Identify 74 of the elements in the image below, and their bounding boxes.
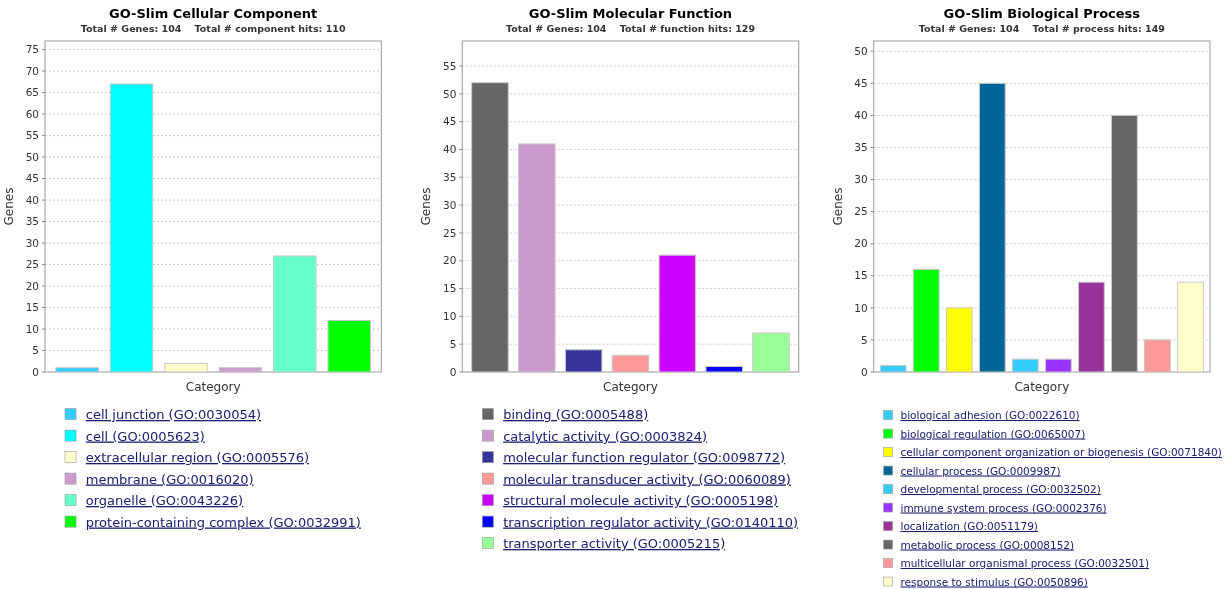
legend-label: molecular function regulator (GO:0098772) [503, 450, 786, 465]
y-tick-label: 55 [25, 129, 39, 142]
legend-label: metabolic process (GO:0008152) [900, 538, 1075, 551]
legend-label: immune system process (GO:0002376) [900, 501, 1107, 514]
legend-label: catalytic activity (GO:0003824) [503, 428, 708, 444]
y-tick-label: 50 [25, 150, 39, 163]
x-axis-title: Category [603, 380, 658, 394]
y-tick-label: 10 [442, 310, 457, 323]
legend-label: organelle (GO:0043226) [85, 493, 244, 508]
legend-label: localization (GO:0051179) [900, 520, 1038, 532]
y-tick-label: 20 [442, 254, 457, 267]
legend-label: cell (GO:0005623) [85, 428, 205, 444]
y-tick-label: 75 [25, 43, 39, 56]
y-tick-label: 15 [442, 282, 457, 295]
legend-label: protein-containing complex (GO:0032991) [85, 514, 361, 530]
y-tick-label: 40 [25, 193, 39, 206]
y-tick-label: 25 [442, 226, 457, 239]
y-axis-title: Genes [830, 187, 845, 226]
y-tick-label: 55 [442, 59, 457, 72]
y-tick-label: 10 [25, 322, 39, 335]
x-axis-title: Category [1014, 380, 1070, 394]
y-tick-label: 50 [854, 44, 868, 57]
y-tick-label: 5 [449, 337, 457, 350]
legend-label: molecular transducer activity (GO:0060089) [503, 471, 791, 487]
y-tick-label: 5 [860, 333, 868, 346]
y-tick-label: 40 [854, 109, 868, 122]
legend-label: multicellular organismal process (GO:0032501) [900, 557, 1150, 569]
legend-label: membrane (GO:0016020) [85, 471, 254, 487]
y-tick-label: 15 [25, 301, 39, 314]
y-tick-label: 25 [854, 205, 868, 218]
legend-label: transcription regulator activity (GO:0140110) [503, 514, 799, 530]
legend-label: transporter activity (GO:0005215) [503, 536, 726, 551]
x-axis-title: Category [185, 380, 241, 394]
y-tick-label: 45 [854, 77, 868, 90]
chart-subtitle: Total # Genes: 104 Total # component hits: 110 [80, 23, 346, 34]
y-tick-label: 35 [25, 215, 39, 228]
y-tick-label: 60 [25, 107, 39, 120]
y-tick-label: 20 [854, 237, 868, 250]
y-tick-label: 0 [32, 365, 39, 378]
y-tick-label: 35 [442, 170, 457, 183]
y-tick-label: 15 [854, 269, 868, 282]
y-tick-label: 5 [32, 344, 39, 357]
y-tick-label: 35 [854, 141, 868, 154]
legend-label: cellular process (GO:0009987) [900, 464, 1061, 477]
y-tick-label: 45 [442, 115, 457, 128]
legend-label: response to stimulus (GO:0050896) [900, 575, 1088, 588]
chart-title: GO-Slim Cellular Component [109, 6, 318, 21]
y-tick-label: 40 [442, 143, 457, 156]
y-axis-title: Genes [2, 187, 16, 226]
chart-title: GO-Slim Biological Process [943, 6, 1141, 21]
legend-label: binding (GO:0005488) [503, 407, 649, 422]
chart-title: GO-Slim Molecular Function [528, 6, 733, 21]
y-tick-label: 10 [854, 301, 868, 314]
y-tick-label: 0 [860, 365, 868, 378]
legend-label: developmental process (GO:0032502) [900, 483, 1101, 495]
legend-label: biological regulation (GO:0065007) [900, 427, 1086, 440]
legend-label: extracellular region (GO:0005576) [85, 450, 310, 465]
legend-label: cellular component organization or biogenesis (GO:0071840) [900, 446, 1222, 458]
y-tick-label: 30 [854, 173, 868, 186]
y-tick-label: 45 [25, 172, 39, 185]
y-tick-label: 70 [25, 64, 39, 77]
y-tick-label: 20 [25, 279, 39, 292]
y-tick-label: 30 [442, 198, 457, 211]
y-tick-label: 65 [25, 86, 39, 99]
legend-label: cell junction (GO:0030054) [85, 407, 262, 422]
y-tick-label: 50 [442, 87, 457, 100]
chart-subtitle: Total # Genes: 104 Total # process hits: 149 [918, 23, 1165, 34]
y-tick-label: 30 [25, 236, 39, 249]
y-tick-label: 0 [449, 365, 457, 378]
y-tick-label: 25 [25, 258, 39, 271]
chart-subtitle: Total # Genes: 104 Total # function hits: 129 [505, 23, 756, 34]
y-axis-title: Genes [419, 187, 434, 226]
legend-label: biological adhesion (GO:0022610) [900, 409, 1080, 421]
legend-label: structural molecule activity (GO:0005198) [503, 493, 779, 508]
